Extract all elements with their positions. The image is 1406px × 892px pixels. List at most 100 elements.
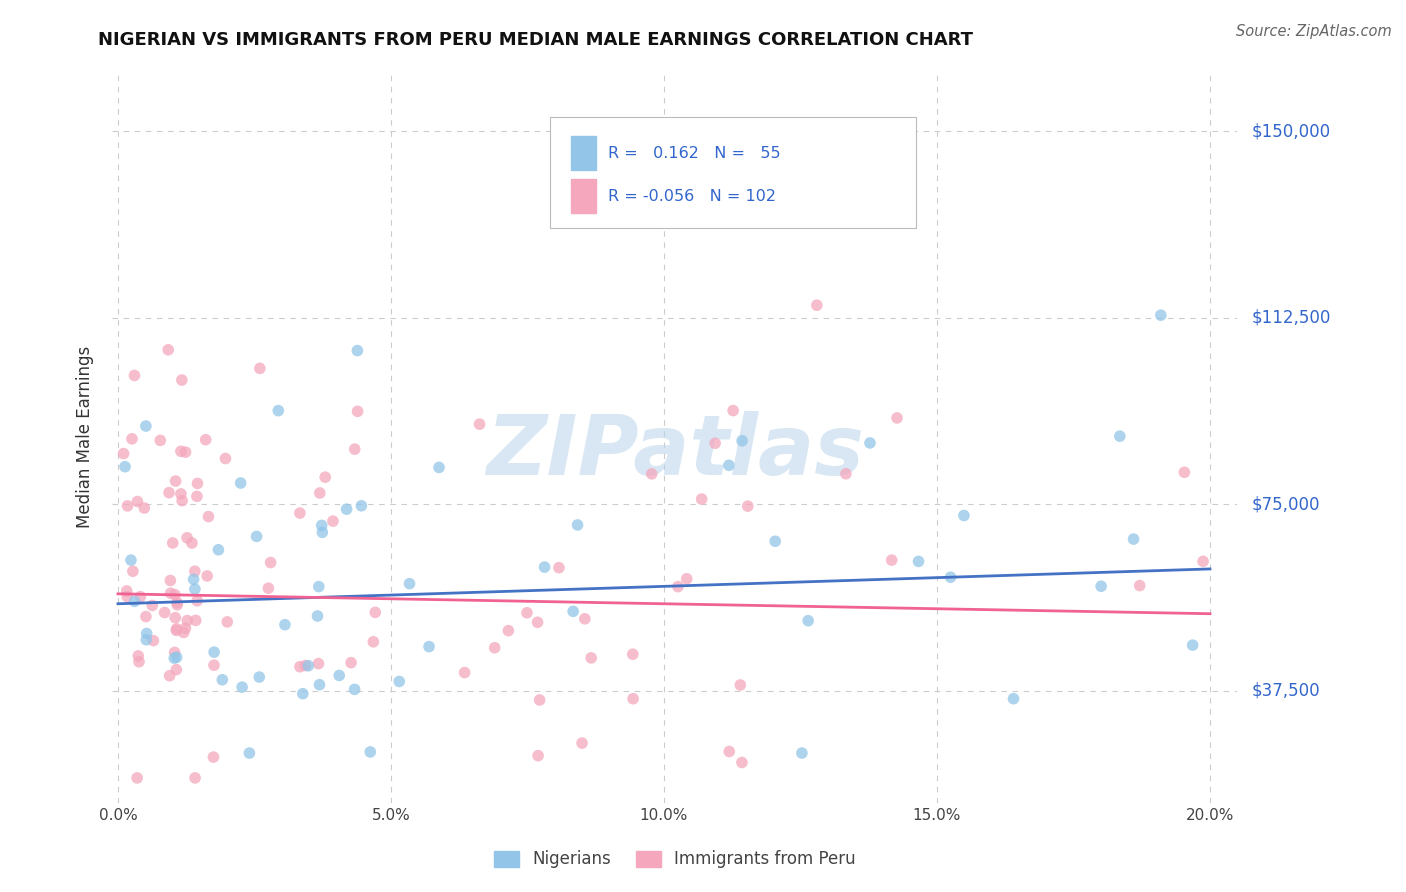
Point (173, 625, 195, 640)
Point (294, 658, 316, 673)
Point (184, 613, 207, 627)
Point (159, 574, 181, 588)
Point (859, 436, 882, 450)
Point (343, 682, 366, 697)
Point (350, 499, 373, 513)
Text: $150,000: $150,000 (1251, 122, 1330, 140)
Point (176, 614, 198, 628)
Point (453, 665, 475, 680)
Point (135, 419, 157, 434)
Point (790, 746, 813, 760)
Point (186, 476, 208, 491)
Point (165, 663, 187, 677)
Point (308, 657, 330, 671)
Point (311, 518, 333, 533)
Point (1090, 579, 1112, 593)
Point (1108, 429, 1130, 443)
Point (166, 598, 188, 612)
Point (529, 693, 551, 707)
Text: $75,000: $75,000 (1251, 495, 1320, 513)
Point (165, 624, 187, 638)
Point (498, 624, 520, 638)
Point (211, 673, 233, 687)
Point (195, 569, 218, 583)
Point (343, 442, 366, 456)
Point (128, 655, 150, 669)
Point (737, 499, 759, 513)
Point (127, 494, 149, 508)
Point (186, 489, 208, 503)
Point (197, 509, 219, 524)
Point (176, 531, 198, 545)
Point (427, 460, 450, 475)
Point (288, 506, 311, 520)
Point (288, 659, 311, 673)
Point (157, 485, 180, 500)
Text: Source: ZipAtlas.com: Source: ZipAtlas.com (1236, 24, 1392, 39)
Point (159, 586, 181, 600)
Point (718, 744, 741, 758)
Point (314, 470, 336, 484)
Point (690, 491, 713, 506)
Point (181, 536, 204, 550)
Point (202, 750, 225, 764)
Point (291, 687, 314, 701)
Point (364, 605, 387, 619)
Point (621, 691, 644, 706)
Point (121, 432, 143, 446)
Point (124, 368, 146, 383)
Point (418, 640, 440, 654)
Point (165, 610, 187, 624)
Point (127, 648, 149, 663)
Point (308, 486, 330, 500)
Point (346, 404, 368, 418)
Point (797, 614, 820, 628)
Text: NIGERIAN VS IMMIGRANTS FROM PERU MEDIAN MALE EARNINGS CORRELATION CHART: NIGERIAN VS IMMIGRANTS FROM PERU MEDIAN … (98, 31, 973, 49)
Point (127, 771, 149, 785)
Point (170, 487, 193, 501)
Point (307, 609, 329, 624)
Point (117, 499, 139, 513)
Point (194, 433, 217, 447)
Point (129, 590, 152, 604)
Point (308, 678, 330, 692)
Point (1122, 532, 1144, 546)
Point (238, 746, 260, 760)
Point (149, 434, 172, 448)
Point (574, 612, 596, 626)
Point (562, 604, 585, 618)
Point (516, 606, 538, 620)
Point (533, 560, 555, 574)
Point (170, 373, 193, 387)
Point (257, 581, 280, 595)
Legend: Nigerians, Immigrants from Peru: Nigerians, Immigrants from Peru (488, 844, 862, 875)
Point (297, 658, 319, 673)
Point (217, 615, 239, 629)
Point (259, 556, 281, 570)
Point (202, 645, 225, 659)
Point (953, 508, 976, 523)
Point (135, 632, 157, 647)
Point (163, 651, 186, 665)
Point (579, 651, 602, 665)
Point (153, 606, 176, 620)
Point (328, 668, 350, 682)
Point (731, 434, 754, 448)
Point (1181, 638, 1204, 652)
Point (1192, 554, 1215, 568)
Point (142, 633, 165, 648)
Point (717, 458, 740, 473)
Point (1002, 691, 1025, 706)
Point (166, 622, 188, 636)
Point (214, 451, 236, 466)
Text: ZIPatlas: ZIPatlas (486, 411, 863, 492)
Point (114, 459, 136, 474)
Point (162, 536, 184, 550)
Point (184, 564, 207, 578)
Point (267, 403, 290, 417)
Point (704, 436, 727, 450)
Point (1150, 308, 1173, 322)
Point (308, 580, 330, 594)
Point (120, 553, 142, 567)
Point (231, 680, 253, 694)
